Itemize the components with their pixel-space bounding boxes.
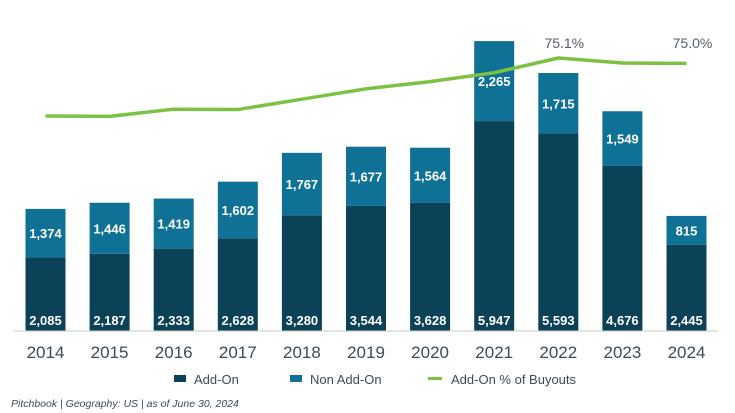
- data-label-add-on-2018: 3,280: [286, 313, 319, 328]
- data-label-non-add-on-2022: 1,715: [542, 96, 575, 111]
- bar-non-add-on-2024: [666, 215, 707, 245]
- data-label-add-on-2019: 3,544: [350, 313, 383, 328]
- bar-add-on-2016: [153, 248, 194, 331]
- data-label-non-add-on-2024: 815: [676, 223, 698, 238]
- bar-non-add-on-2022: [538, 73, 579, 134]
- data-label-add-on-2016: 2,333: [157, 313, 190, 328]
- x-tick-2015: 2015: [91, 343, 129, 362]
- bars: 2,085 1,374 2,187 1,446 2,333 1,419 2,628 1,602…: [25, 41, 707, 331]
- data-label-add-on-2017: 2,628: [222, 313, 255, 328]
- x-tick-2017: 2017: [219, 343, 257, 362]
- data-label-add-on-2015: 2,187: [93, 313, 126, 328]
- data-label-non-add-on-2020: 1,564: [414, 168, 447, 183]
- data-label-add-on-2022: 5,593: [542, 313, 575, 328]
- bar-add-on-2023: [602, 165, 643, 331]
- legend-swatch-add-on-pct: [428, 377, 442, 380]
- legend-label-add-on-pct: Add-On % of Buyouts: [451, 372, 577, 387]
- bar-add-on-2021: [474, 121, 515, 331]
- bar-non-add-on-2014: [25, 208, 66, 258]
- x-tick-2014: 2014: [27, 343, 65, 362]
- data-label-add-on-2014: 2,085: [29, 313, 62, 328]
- bar-add-on-2017: [217, 238, 258, 331]
- data-label-non-add-on-2023: 1,549: [606, 132, 639, 147]
- x-tick-2021: 2021: [475, 343, 513, 362]
- bar-non-add-on-2023: [602, 111, 643, 166]
- bar-non-add-on-2018: [281, 152, 322, 216]
- bar-add-on-2020: [410, 202, 451, 331]
- x-tick-2018: 2018: [283, 343, 321, 362]
- bar-add-on-2014: [25, 257, 66, 331]
- legend-swatch-non-add-on: [290, 375, 302, 382]
- data-label-add-on-2020: 3,628: [414, 313, 447, 328]
- annotations: 75.1% 75.0%: [544, 35, 712, 51]
- percent-line: [45, 56, 687, 119]
- bar-non-add-on-2021: [474, 41, 515, 122]
- x-axis-ticks: 2014 2015 2016 2017 2018 2019 2020 2021 2022 2023…: [27, 343, 706, 362]
- x-tick-2020: 2020: [411, 343, 449, 362]
- bar-non-add-on-2019: [346, 146, 386, 206]
- bar-add-on-2019: [346, 205, 386, 331]
- legend: Add-On Non Add-On Add-On % of Buyouts: [174, 372, 577, 387]
- x-tick-2023: 2023: [603, 343, 641, 362]
- data-label-non-add-on-2017: 1,602: [222, 203, 255, 218]
- data-label-non-add-on-2015: 1,446: [93, 221, 126, 236]
- bar-non-add-on-2017: [217, 181, 258, 239]
- data-label-non-add-on-2019: 1,677: [350, 169, 383, 184]
- data-label-add-on-2023: 4,676: [606, 313, 639, 328]
- x-tick-2024: 2024: [668, 343, 706, 362]
- legend-label-non-add-on: Non Add-On: [310, 372, 382, 387]
- data-label-add-on-2021: 5,947: [478, 313, 511, 328]
- x-tick-2019: 2019: [347, 343, 385, 362]
- bar-add-on-2018: [281, 215, 322, 331]
- bar-non-add-on-2020: [410, 147, 451, 203]
- legend-label-add-on: Add-On: [194, 372, 239, 387]
- data-label-add-on-2024: 2,445: [670, 313, 703, 328]
- source-note: Pitchbook | Geography: US | as of June 3…: [11, 398, 239, 410]
- annotation-2022: 75.1%: [544, 35, 584, 51]
- data-label-non-add-on-2014: 1,374: [29, 226, 62, 241]
- bar-non-add-on-2015: [89, 202, 130, 254]
- data-label-non-add-on-2021: 2,265: [478, 74, 511, 89]
- bar-add-on-2015: [89, 253, 130, 331]
- x-tick-2016: 2016: [155, 343, 193, 362]
- bar-non-add-on-2016: [153, 198, 194, 249]
- x-tick-2022: 2022: [539, 343, 577, 362]
- bar-add-on-2024: [666, 244, 707, 331]
- bar-add-on-2022: [538, 133, 579, 331]
- annotation-2024: 75.0%: [673, 35, 713, 51]
- legend-swatch-add-on: [174, 375, 186, 382]
- data-label-non-add-on-2016: 1,419: [157, 217, 190, 232]
- line-add-on-pct: [45, 56, 687, 119]
- data-label-non-add-on-2018: 1,767: [286, 177, 319, 192]
